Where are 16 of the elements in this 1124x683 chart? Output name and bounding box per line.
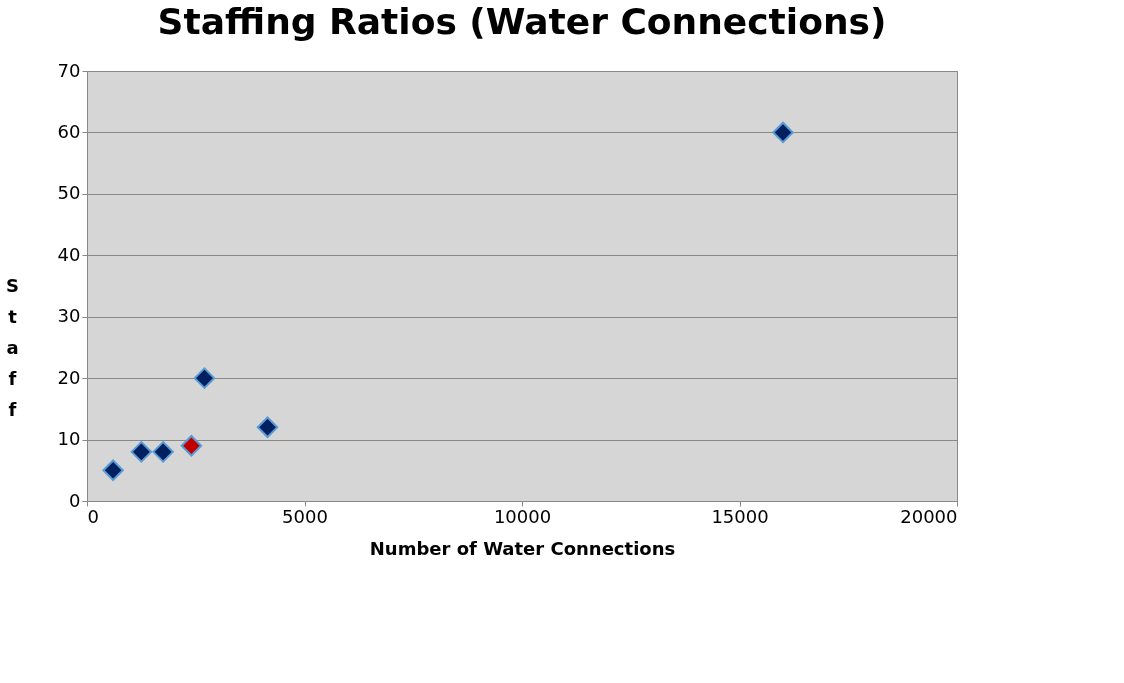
chart-title: Staffing Ratios (Water Connections) — [157, 1, 887, 42]
x-tick-label: 0 — [87, 505, 99, 527]
x-axis-title: Number of Water Connections — [369, 537, 676, 559]
y-tick-label: 40 — [57, 243, 81, 265]
y-axis-title: Staff — [6, 274, 19, 420]
x-tick-label: 15000 — [711, 505, 769, 527]
y-tick-label: 50 — [57, 182, 81, 204]
x-tick-label: 10000 — [493, 505, 552, 527]
x-tick-label: 20000 — [900, 505, 958, 527]
y-tick-label: 20 — [57, 366, 81, 388]
y-tick-label: 30 — [57, 305, 81, 327]
y-tick-label: 10 — [57, 428, 81, 450]
y-tick-label: 70 — [57, 59, 81, 81]
y-tick-label: 60 — [57, 120, 81, 142]
x-tick-label: 5000 — [282, 505, 328, 527]
y-tick-label: 0 — [69, 489, 81, 511]
